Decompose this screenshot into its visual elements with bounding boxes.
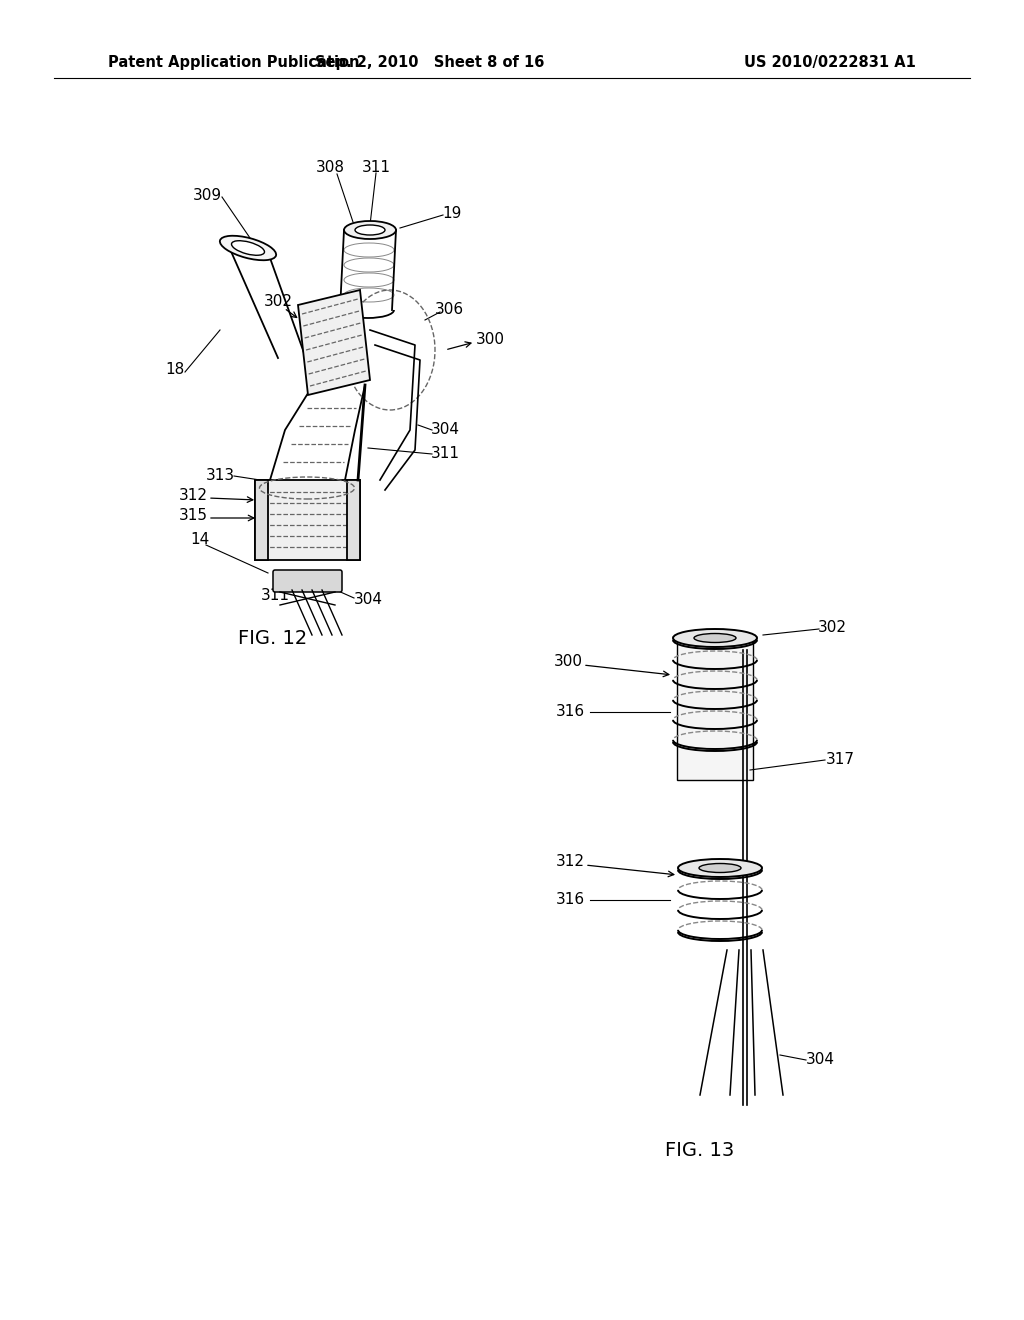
FancyBboxPatch shape (255, 480, 360, 560)
Ellipse shape (355, 224, 385, 235)
Text: FIG. 13: FIG. 13 (666, 1140, 734, 1159)
Text: 315: 315 (178, 508, 208, 524)
Text: Sep. 2, 2010   Sheet 8 of 16: Sep. 2, 2010 Sheet 8 of 16 (315, 54, 545, 70)
Text: 304: 304 (430, 422, 460, 437)
Text: 317: 317 (825, 752, 854, 767)
Text: 18: 18 (165, 363, 184, 378)
FancyBboxPatch shape (677, 640, 753, 780)
Text: 302: 302 (817, 619, 847, 635)
Ellipse shape (220, 236, 276, 260)
Text: FIG. 12: FIG. 12 (239, 628, 307, 648)
Ellipse shape (699, 863, 741, 873)
Text: 313: 313 (206, 469, 234, 483)
Text: 302: 302 (263, 294, 293, 309)
Text: 19: 19 (442, 206, 462, 220)
Text: 300: 300 (475, 333, 505, 347)
Text: 311: 311 (430, 446, 460, 462)
Text: US 2010/0222831 A1: US 2010/0222831 A1 (744, 54, 916, 70)
Ellipse shape (678, 859, 762, 876)
FancyBboxPatch shape (273, 570, 342, 591)
Text: 316: 316 (555, 892, 585, 908)
Text: 311: 311 (260, 589, 290, 603)
FancyBboxPatch shape (255, 480, 268, 560)
Ellipse shape (344, 220, 396, 239)
Text: 311: 311 (361, 160, 390, 174)
Text: 300: 300 (554, 655, 583, 669)
Polygon shape (298, 290, 370, 395)
Text: 316: 316 (555, 705, 585, 719)
Text: 14: 14 (190, 532, 210, 548)
Text: 308: 308 (315, 161, 344, 176)
Ellipse shape (673, 630, 757, 647)
Text: 304: 304 (353, 593, 383, 607)
Text: 306: 306 (434, 302, 464, 318)
Text: Patent Application Publication: Patent Application Publication (108, 54, 359, 70)
FancyBboxPatch shape (347, 480, 360, 560)
Text: 309: 309 (193, 187, 221, 202)
Text: 304: 304 (806, 1052, 835, 1068)
Ellipse shape (694, 634, 736, 643)
Ellipse shape (231, 240, 264, 255)
Text: 312: 312 (178, 488, 208, 503)
Text: 312: 312 (555, 854, 585, 870)
